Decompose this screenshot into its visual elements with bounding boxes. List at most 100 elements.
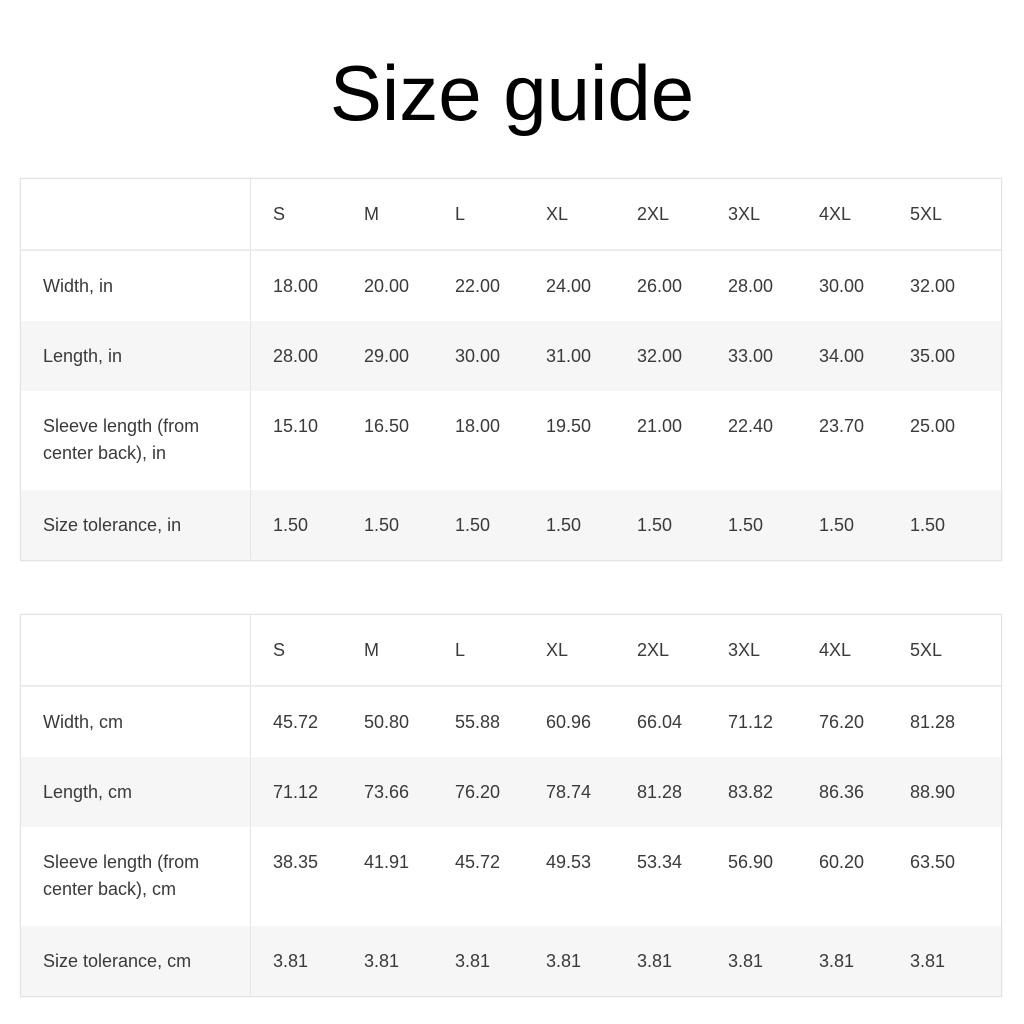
value-cell: 28.00 [728,276,774,296]
value-cell: 22.40 [728,416,774,436]
value-cell: 88.90 [910,782,956,802]
size-header: M [364,204,379,224]
header-label-cell [21,615,251,685]
size-table-cm: S M L XL 2XL 3XL 4XL 5XL Width, cm 45.72 50.80 55.8… [20,614,1002,997]
value-cell: 45.72 [273,712,319,732]
value-cell: 24.00 [546,276,592,296]
size-header: L [455,640,466,660]
value-cell: 1.50 [910,515,946,535]
table-row: Size tolerance, in 1.50 1.50 1.50 1.50 1.50 1.… [21,490,1001,560]
size-header: S [273,640,286,660]
value-cell: 53.34 [637,852,683,872]
value-cell: 30.00 [455,346,501,366]
value-cell: 76.20 [455,782,501,802]
size-header: XL [546,640,569,660]
row-values: 3.81 3.81 3.81 3.81 3.81 3.81 3.81 3.81 [251,926,1001,995]
row-values: 71.12 73.66 76.20 78.74 81.28 83.82 86.36 88.90 [251,757,1001,826]
value-cell: 78.74 [546,782,592,802]
row-label: Width, in [21,251,251,320]
size-header: M [364,640,379,660]
header-row: S M L XL 2XL 3XL 4XL 5XL [21,179,1001,251]
value-cell: 1.50 [728,515,764,535]
header-cells: S M L XL 2XL 3XL 4XL 5XL [251,179,1001,249]
row-label: Sleeve length (from center back), cm [21,827,251,925]
size-header: L [455,204,466,224]
value-cell: 23.70 [819,416,865,436]
value-cell: 32.00 [910,276,956,296]
row-values: 45.72 50.80 55.88 60.96 66.04 71.12 76.20 81.28 [251,687,1001,756]
value-cell: 55.88 [455,712,501,732]
row-label: Size tolerance, cm [21,926,251,995]
table-row: Sleeve length (from center back), in 15.1… [21,391,1001,490]
value-cell: 20.00 [364,276,410,296]
value-cell: 73.66 [364,782,410,802]
table-row: Length, in 28.00 29.00 30.00 31.00 32.00 33.00… [21,321,1001,391]
value-cell: 30.00 [819,276,865,296]
size-header: 5XL [910,204,943,224]
value-cell: 21.00 [637,416,683,436]
row-values: 15.10 16.50 18.00 19.50 21.00 22.40 23.70 25.00 [251,391,1001,489]
size-header: XL [546,204,569,224]
value-cell: 41.91 [364,852,410,872]
value-cell: 25.00 [910,416,956,436]
value-cell: 32.00 [637,346,683,366]
value-cell: 38.35 [273,852,319,872]
value-cell: 16.50 [364,416,410,436]
value-cell: 33.00 [728,346,774,366]
value-cell: 50.80 [364,712,410,732]
table-row: Size tolerance, cm 3.81 3.81 3.81 3.81 3.81 3.… [21,926,1001,996]
size-header: 3XL [728,204,761,224]
value-cell: 18.00 [455,416,501,436]
value-cell: 71.12 [273,782,319,802]
row-values: 18.00 20.00 22.00 24.00 26.00 28.00 30.00 32.00 [251,251,1001,320]
value-cell: 83.82 [728,782,774,802]
value-cell: 3.81 [273,951,309,971]
value-cell: 56.90 [728,852,774,872]
header-cells: S M L XL 2XL 3XL 4XL 5XL [251,615,1001,685]
value-cell: 1.50 [819,515,855,535]
table-row: Sleeve length (from center back), cm 38.3… [21,827,1001,926]
value-cell: 1.50 [455,515,491,535]
size-header: 2XL [637,204,670,224]
row-label: Width, cm [21,687,251,756]
value-cell: 1.50 [364,515,400,535]
value-cell: 60.20 [819,852,865,872]
value-cell: 1.50 [637,515,673,535]
value-cell: 3.81 [910,951,946,971]
value-cell: 1.50 [273,515,309,535]
size-header: S [273,204,286,224]
value-cell: 3.81 [364,951,400,971]
value-cell: 81.28 [910,712,956,732]
size-header: 3XL [728,640,761,660]
value-cell: 28.00 [273,346,319,366]
value-cell: 3.81 [637,951,673,971]
value-cell: 3.81 [546,951,582,971]
row-label: Length, in [21,321,251,390]
row-label: Size tolerance, in [21,490,251,559]
value-cell: 63.50 [910,852,956,872]
value-cell: 19.50 [546,416,592,436]
size-header: 5XL [910,640,943,660]
value-cell: 86.36 [819,782,865,802]
page-title: Size guide [329,49,695,137]
value-cell: 60.96 [546,712,592,732]
value-cell: 3.81 [819,951,855,971]
value-cell: 45.72 [455,852,501,872]
value-cell: 71.12 [728,712,774,732]
row-label: Length, cm [21,757,251,826]
size-header: 2XL [637,640,670,660]
value-cell: 3.81 [455,951,491,971]
value-cell: 76.20 [819,712,865,732]
value-cell: 34.00 [819,346,865,366]
value-cell: 1.50 [546,515,582,535]
table-row: Width, cm 45.72 50.80 55.88 60.96 66.04 71.12 7… [21,687,1001,757]
value-cell: 49.53 [546,852,592,872]
value-cell: 29.00 [364,346,410,366]
value-cell: 81.28 [637,782,683,802]
value-cell: 35.00 [910,346,956,366]
value-cell: 26.00 [637,276,683,296]
table-row: Width, in 18.00 20.00 22.00 24.00 26.00 28.00 3… [21,251,1001,321]
header-label-cell [21,179,251,249]
row-values: 38.35 41.91 45.72 49.53 53.34 56.90 60.20 63.50 [251,827,1001,925]
value-cell: 22.00 [455,276,501,296]
